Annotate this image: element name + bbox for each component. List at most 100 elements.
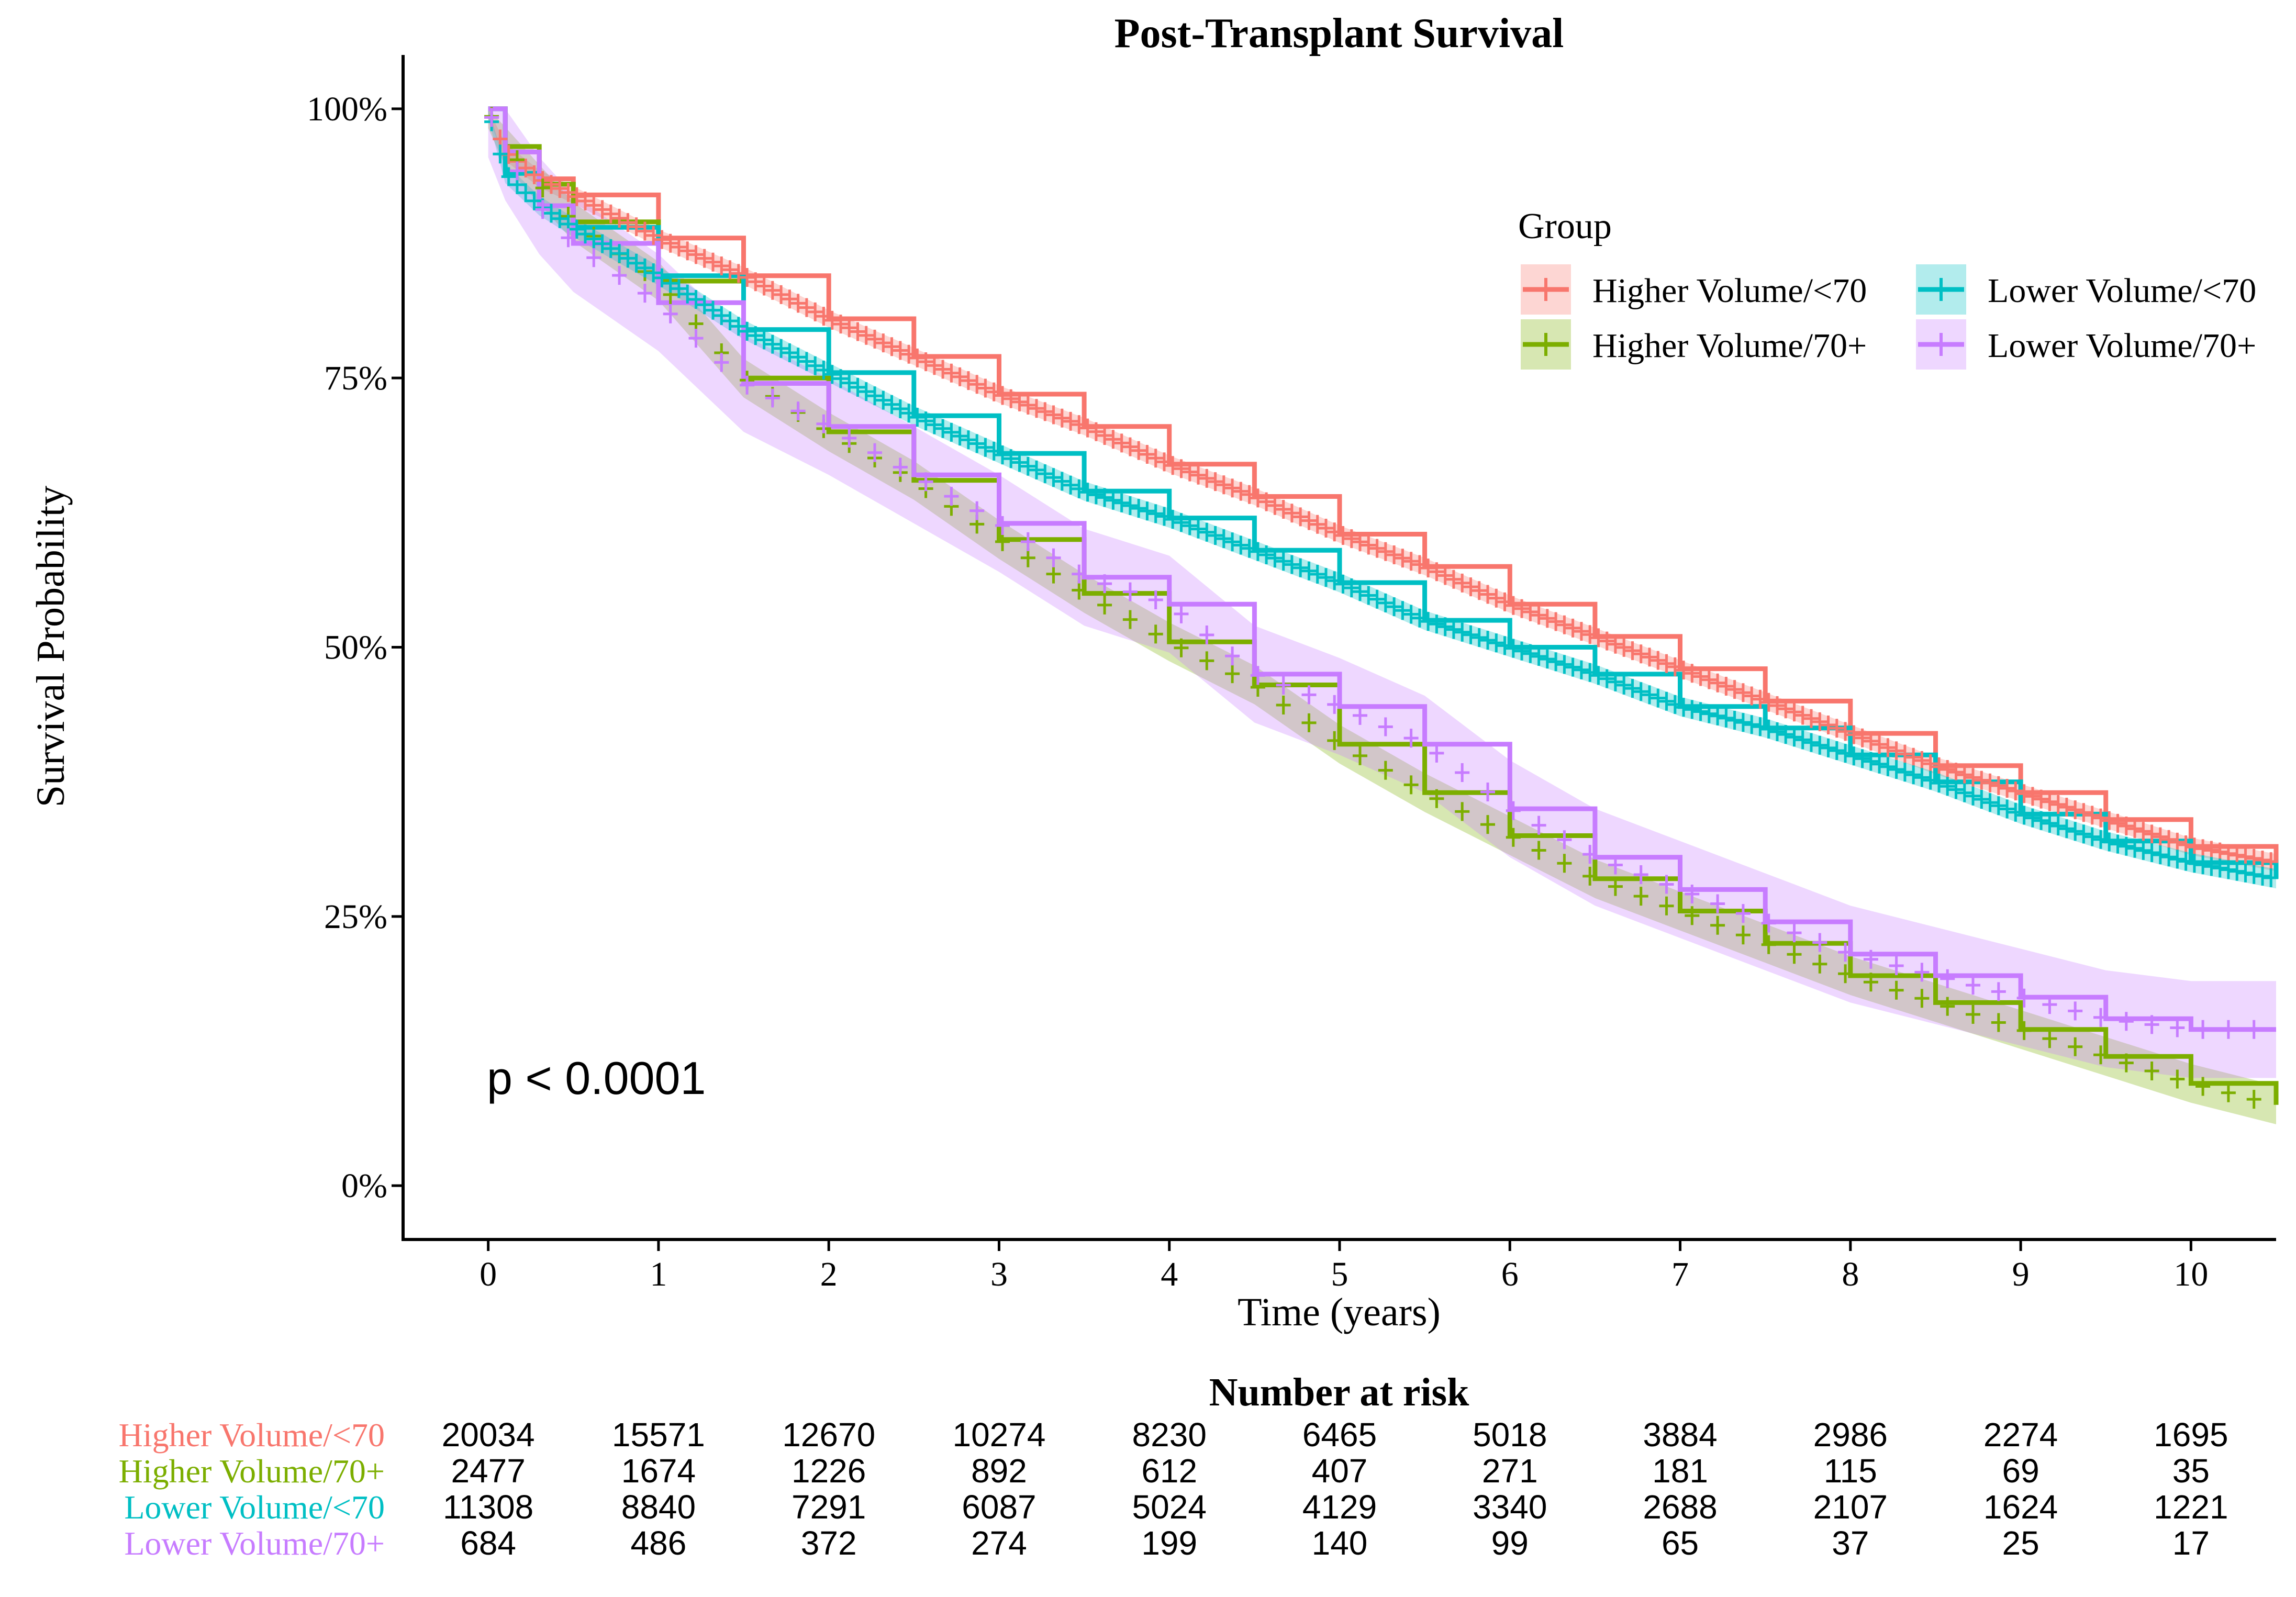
series-1-censor-mark: [1548, 612, 1564, 631]
series-1-censor-mark: [918, 352, 933, 372]
series-3-censor-mark: [1906, 765, 1921, 785]
series-1-censor-mark: [2008, 781, 2023, 801]
series-2-censor-mark: [1812, 954, 1827, 974]
series-3-censor-mark: [2110, 834, 2125, 854]
series-3-censor-mark: [2068, 822, 2083, 841]
series-3-censor-mark: [1523, 644, 1538, 663]
series-3-censor-mark: [1038, 464, 1053, 484]
series-4-censor-mark: [714, 353, 729, 372]
series-3-censor-mark: [2255, 866, 2270, 886]
series-3-censor-mark: [1948, 780, 1964, 799]
series-1-censor-mark: [2178, 835, 2193, 854]
series-3-censor-mark: [1403, 605, 1419, 624]
series-2-censor-mark: [1735, 925, 1751, 945]
series-1-censor-mark: [1974, 770, 1989, 790]
series-2-censor-mark: [1863, 973, 1878, 992]
series-1-censor-mark: [1753, 689, 1768, 709]
series-3-censor-mark: [2008, 802, 2023, 822]
y-tick-label: 100%: [307, 90, 387, 128]
series-3-censor-mark: [1710, 706, 1725, 725]
series-3-censor-mark: [1004, 449, 1019, 468]
series-2-censor-mark: [1685, 906, 1700, 925]
series-4-censor-mark: [1966, 976, 1980, 995]
risk-count: 407: [1312, 1452, 1368, 1490]
series-2-censor-mark: [535, 178, 550, 198]
series-3-censor-mark: [1642, 685, 1657, 705]
risk-row-label: Lower Volume/70+: [124, 1525, 385, 1562]
series-3-censor-mark: [1633, 682, 1648, 701]
series-3-censor-mark: [1114, 493, 1129, 512]
series-3-censor-mark: [518, 183, 533, 203]
series-3-censor-mark: [1557, 655, 1572, 674]
risk-table: Number at risk Higher Volume/<70 20034 155…: [119, 1370, 2228, 1562]
risk-count: 6465: [1302, 1416, 1377, 1454]
series-4-censor-mark: [1327, 695, 1342, 714]
series-3-censor-mark: [859, 382, 874, 401]
series-4-censor-mark: [1122, 582, 1138, 601]
series-3-censor-mark: [1838, 744, 1853, 763]
series-1-censor-mark: [2102, 811, 2117, 830]
series-1-censor-mark: [756, 276, 772, 296]
series-3-censor-mark: [1387, 597, 1402, 617]
series-2-censor-mark: [1403, 775, 1419, 795]
series-1-censor-mark: [1029, 399, 1044, 418]
series-3-censor-mark: [1369, 589, 1385, 609]
series-3-censor-mark: [1489, 633, 1504, 653]
series-1-censor-mark: [1004, 389, 1019, 408]
series-3-censor-mark: [2093, 830, 2108, 849]
series-3-censor-mark: [697, 295, 712, 315]
series-3-censor-mark: [1880, 757, 1896, 776]
risk-count: 684: [460, 1524, 516, 1562]
y-axis-label: Survival Probability: [29, 486, 73, 807]
risk-count: 5024: [1132, 1488, 1207, 1526]
series-4-censor-mark: [2144, 1015, 2159, 1034]
series-4-censor-mark: [535, 200, 550, 219]
series-1-censor-mark: [1242, 485, 1257, 504]
series-3-censor-mark: [799, 352, 814, 371]
series-3-censor-mark: [1344, 578, 1359, 598]
series-1-censor-mark: [1821, 716, 1836, 734]
series-1-censor-mark: [1906, 747, 1921, 767]
series-1-censor-mark: [1940, 760, 1955, 779]
series-3-censor-mark: [1812, 735, 1827, 755]
series-1-censor-mark: [1514, 599, 1529, 618]
series-1-censor-mark: [1395, 549, 1410, 568]
series-1-censor-mark: [1659, 654, 1674, 673]
series-3-censor-mark: [1140, 501, 1155, 521]
risk-count: 69: [2002, 1452, 2039, 1490]
series-1-censor-mark: [1855, 728, 1870, 747]
series-3-censor-mark: [1599, 669, 1614, 688]
legend-label: Higher Volume/70+: [1592, 327, 1867, 365]
series-1-censor-mark: [1412, 555, 1427, 574]
series-3-censor-mark: [1157, 507, 1172, 526]
series-1-censor-mark: [637, 221, 652, 241]
series-1-censor-mark: [1914, 751, 1930, 770]
series-3-censor-mark: [1693, 702, 1708, 721]
series-3-censor-mark: [527, 191, 542, 210]
series-1-censor-mark: [2085, 806, 2100, 825]
y-tick-label: 75%: [324, 359, 387, 397]
series-3-censor-mark: [1923, 770, 1938, 790]
series-3-censor-mark: [1080, 483, 1095, 502]
y-tick-label: 0%: [341, 1167, 387, 1205]
series-1-censor-mark: [1148, 449, 1163, 468]
series-1-censor-mark: [518, 159, 533, 177]
series-1-censor-mark: [2153, 827, 2168, 846]
series-3-censor-mark: [1608, 672, 1623, 691]
series-4-censor-mark: [1659, 875, 1674, 894]
series-3-censor-mark: [978, 438, 993, 457]
series-1-censor-mark: [1889, 741, 1904, 761]
series-1-censor-mark: [1574, 622, 1589, 641]
series-3-censor-mark: [2059, 819, 2074, 839]
risk-count: 3884: [1643, 1416, 1717, 1454]
series-3-censor-mark: [969, 434, 985, 453]
series-3-censor-mark: [680, 284, 695, 304]
series-1-censor-mark: [1080, 418, 1095, 438]
series-1-censor-mark: [2204, 841, 2219, 860]
series-1-censor-mark: [2059, 798, 2074, 817]
series-3-censor-mark: [756, 330, 772, 350]
x-tick-label: 10: [2174, 1255, 2208, 1293]
series-3-censor-mark: [1897, 763, 1912, 782]
series-3-censor-mark: [2085, 827, 2100, 846]
series-3-censor-mark: [1506, 639, 1521, 658]
